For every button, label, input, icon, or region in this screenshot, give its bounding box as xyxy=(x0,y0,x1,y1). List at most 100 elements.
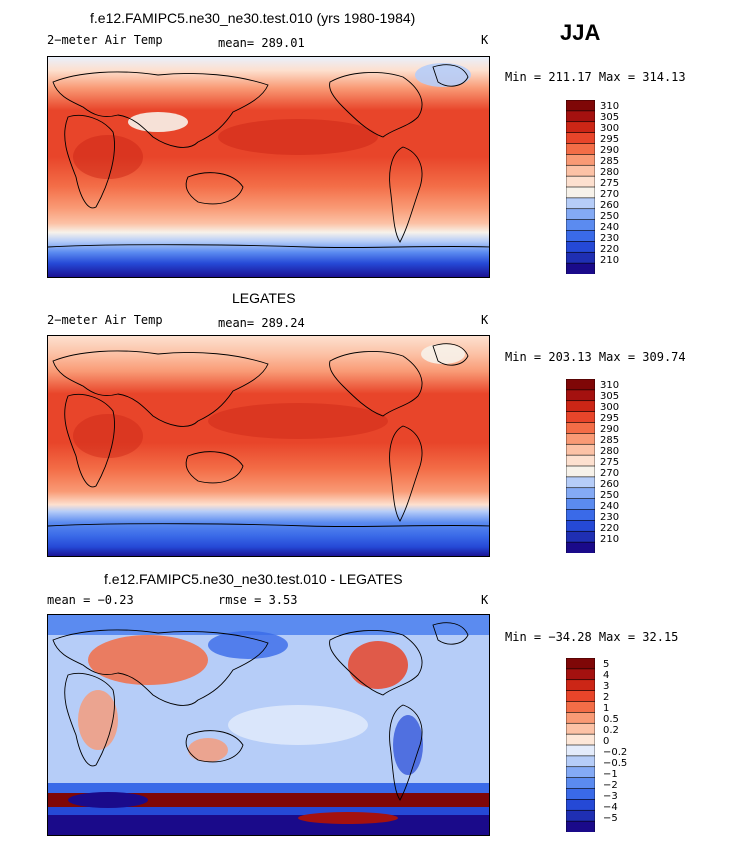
colorbar-swatch xyxy=(565,164,596,177)
colorbar-swatch xyxy=(565,733,596,746)
colorbar-swatch xyxy=(565,219,596,232)
colorbar-swatch xyxy=(565,110,596,123)
units-label: K xyxy=(481,313,489,327)
colorbar-tick-label: 300 xyxy=(600,402,620,413)
colorbar-swatches xyxy=(565,99,596,275)
colorbar xyxy=(565,99,596,275)
colorbar-tick-label: 275 xyxy=(600,457,620,468)
colorbar-swatches xyxy=(565,657,596,833)
colorbar-swatch xyxy=(565,657,596,670)
colorbar-tick-label: 305 xyxy=(600,112,620,123)
colorbar-swatch xyxy=(565,262,596,275)
colorbar-tick-label: 3 xyxy=(603,681,610,692)
panel-title: f.e12.FAMIPC5.ne30_ne30.test.010 - LEGAT… xyxy=(104,571,403,587)
colorbar-swatch xyxy=(565,465,596,478)
mean-label: mean= 289.24 xyxy=(218,316,305,330)
colorbar-swatch xyxy=(565,378,596,391)
colorbar-tick-label: 5 xyxy=(603,659,610,670)
colorbar-tick-label: 250 xyxy=(600,211,620,222)
colorbar-tick-label: 270 xyxy=(600,189,620,200)
min-max-label: Min = 211.17 Max = 314.13 xyxy=(505,70,686,84)
colorbar-swatch xyxy=(565,530,596,543)
colorbar xyxy=(565,657,596,833)
colorbar-tick-label: 280 xyxy=(600,446,620,457)
colorbar xyxy=(565,378,596,554)
colorbar-tick-label: 310 xyxy=(600,101,620,112)
colorbar-tick-label: 275 xyxy=(600,178,620,189)
colorbar-swatch xyxy=(565,443,596,456)
colorbar-tick-label: 260 xyxy=(600,479,620,490)
colorbar-swatch xyxy=(565,799,596,812)
colorbar-swatch xyxy=(565,690,596,703)
difference-map xyxy=(47,614,490,836)
colorbar-tick-label: 290 xyxy=(600,145,620,156)
colorbar-tick-label: 220 xyxy=(600,523,620,534)
mean-label: mean = −0.23 xyxy=(47,593,134,607)
colorbar-swatch xyxy=(565,454,596,467)
colorbar-tick-label: 0.2 xyxy=(603,725,619,736)
colorbar-swatch xyxy=(565,509,596,522)
colorbar-tick-label: 1 xyxy=(603,703,610,714)
colorbar-swatch xyxy=(565,433,596,446)
colorbar-tick-label: 260 xyxy=(600,200,620,211)
colorbar-tick-label: 280 xyxy=(600,167,620,178)
colorbar-swatch xyxy=(565,755,596,768)
colorbar-tick-label: −3 xyxy=(603,791,618,802)
units-label: K xyxy=(481,593,489,607)
colorbar-swatch xyxy=(565,712,596,725)
colorbar-tick-label: 285 xyxy=(600,435,620,446)
colorbar-swatch xyxy=(565,788,596,801)
colorbar-swatch xyxy=(565,422,596,435)
colorbar-swatch xyxy=(565,99,596,112)
colorbar-swatch xyxy=(565,487,596,500)
colorbar-tick-label: 305 xyxy=(600,391,620,402)
colorbar-swatch xyxy=(565,820,596,833)
mean-label: mean= 289.01 xyxy=(218,36,305,50)
colorbar-swatch xyxy=(565,132,596,145)
colorbar-tick-label: 290 xyxy=(600,424,620,435)
temperature-map xyxy=(47,335,490,557)
colorbar-swatch xyxy=(565,143,596,156)
colorbar-swatch xyxy=(565,400,596,413)
colorbar-tick-label: 210 xyxy=(600,255,620,266)
colorbar-tick-label: 285 xyxy=(600,156,620,167)
colorbar-tick-label: 230 xyxy=(600,233,620,244)
temperature-map xyxy=(47,56,490,278)
units-label: K xyxy=(481,33,489,47)
colorbar-swatch xyxy=(565,121,596,134)
colorbar-tick-label: −5 xyxy=(603,813,618,824)
colorbar-tick-label: −1 xyxy=(603,769,618,780)
colorbar-tick-label: 0 xyxy=(603,736,610,747)
colorbar-tick-label: 0.5 xyxy=(603,714,619,725)
colorbar-swatch xyxy=(565,809,596,822)
colorbar-swatches xyxy=(565,378,596,554)
colorbar-tick-label: 240 xyxy=(600,501,620,512)
colorbar-swatch xyxy=(565,208,596,221)
colorbar-tick-label: 270 xyxy=(600,468,620,479)
colorbar-swatch xyxy=(565,679,596,692)
variable-label: 2−meter Air Temp xyxy=(47,313,163,327)
colorbar-swatch xyxy=(565,744,596,757)
colorbar-tick-label: 240 xyxy=(600,222,620,233)
colorbar-swatch xyxy=(565,520,596,533)
colorbar-swatch xyxy=(565,722,596,735)
colorbar-tick-label: 230 xyxy=(600,512,620,523)
colorbar-swatch xyxy=(565,701,596,714)
colorbar-tick-label: −0.5 xyxy=(603,758,628,769)
colorbar-swatch xyxy=(565,154,596,167)
panel-title: f.e12.FAMIPC5.ne30_ne30.test.010 (yrs 19… xyxy=(90,10,416,26)
colorbar-tick-label: −4 xyxy=(603,802,618,813)
min-max-label: Min = −34.28 Max = 32.15 xyxy=(505,630,679,644)
colorbar-swatch xyxy=(565,186,596,199)
colorbar-swatch xyxy=(565,476,596,489)
panel-title: LEGATES xyxy=(232,290,296,306)
colorbar-swatch xyxy=(565,766,596,779)
colorbar-tick-label: 295 xyxy=(600,134,620,145)
colorbar-swatch xyxy=(565,541,596,554)
rmse-label: rmse = 3.53 xyxy=(218,593,298,607)
colorbar-swatch xyxy=(565,230,596,243)
colorbar-tick-label: 2 xyxy=(603,692,610,703)
colorbar-tick-label: 310 xyxy=(600,380,620,391)
colorbar-tick-label: 210 xyxy=(600,534,620,545)
colorbar-tick-label: 300 xyxy=(600,123,620,134)
